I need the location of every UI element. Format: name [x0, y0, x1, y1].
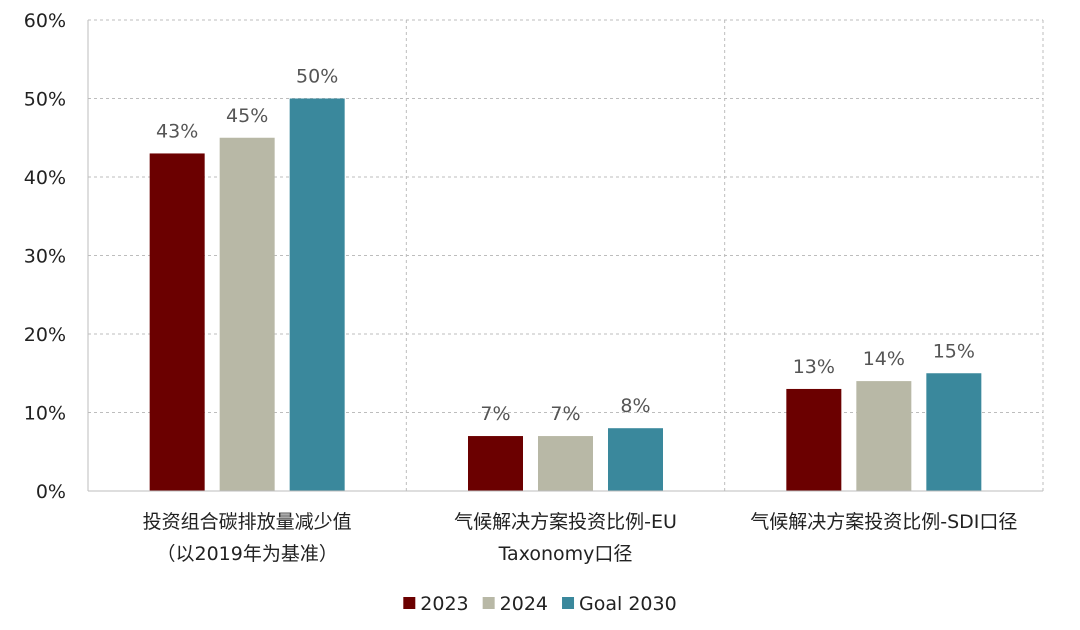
- legend-label: 2024: [500, 593, 548, 615]
- data-label: 13%: [793, 356, 835, 378]
- bar: [149, 153, 205, 491]
- y-tick-label: 20%: [24, 324, 66, 346]
- bar: [786, 388, 842, 491]
- bar: [538, 436, 593, 491]
- x-category-label: Taxonomy口径: [498, 543, 633, 565]
- legend-label: Goal 2030: [579, 593, 677, 615]
- legend-swatch: [403, 597, 416, 609]
- legend-label: 2023: [420, 593, 468, 615]
- y-tick-label: 0%: [36, 481, 66, 503]
- x-category-label: 气候解决方案投资比例-EU: [454, 511, 677, 533]
- data-label: 43%: [156, 120, 198, 142]
- legend-swatch: [562, 597, 575, 609]
- y-tick-label: 60%: [24, 10, 66, 32]
- bar: [856, 381, 912, 491]
- bar: [926, 373, 982, 491]
- y-tick-label: 10%: [24, 403, 66, 425]
- y-tick-label: 50%: [24, 89, 66, 111]
- y-tick-label: 40%: [24, 167, 66, 189]
- x-category-label: 投资组合碳排放量减少值: [143, 511, 352, 533]
- bar-layer: [149, 98, 982, 491]
- grid-layer: [88, 19, 1044, 491]
- x-category-label: 气候解决方案投资比例-SDI口径: [750, 511, 1017, 533]
- data-label: 15%: [933, 340, 975, 362]
- data-label: 8%: [620, 395, 650, 417]
- bar: [289, 98, 345, 491]
- data-label: 7%: [550, 403, 580, 425]
- legend: 2023 2024 Goal 2030: [403, 593, 677, 615]
- bar: [468, 436, 523, 491]
- data-label: 7%: [480, 403, 510, 425]
- y-tick-label: 30%: [24, 246, 66, 268]
- data-label: 14%: [863, 348, 905, 370]
- data-label: 45%: [226, 105, 268, 127]
- data-label-layer: 43% 45% 50% 7% 7% 8% 13% 14% 15%: [156, 66, 975, 426]
- bar: [219, 137, 275, 491]
- legend-swatch: [482, 597, 495, 609]
- x-category-label: （以2019年为基准）: [156, 543, 337, 565]
- axis-layer: 0% 10% 20% 30% 40% 50% 60% 投资组合碳排放量减少值 （以2019年为基…: [24, 10, 1043, 565]
- data-label: 50%: [296, 66, 338, 88]
- bar: [608, 428, 663, 491]
